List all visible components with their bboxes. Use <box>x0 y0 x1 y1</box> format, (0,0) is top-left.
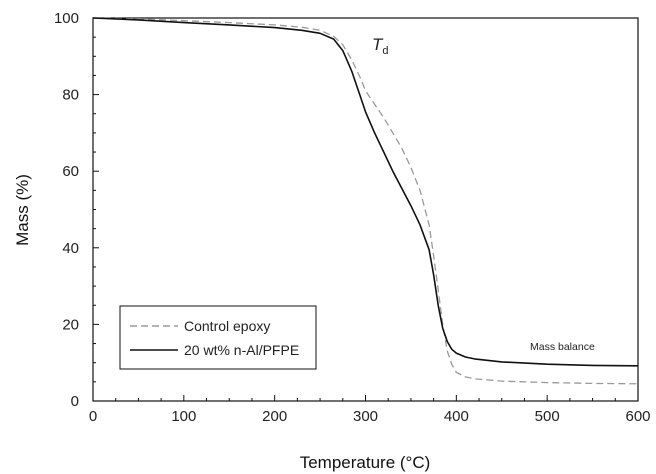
x-tick-label: 200 <box>262 408 287 425</box>
x-tick-label: 500 <box>535 408 560 425</box>
y-tick-label: 100 <box>54 10 79 27</box>
legend-label-n-al-pfpe: 20 wt% n-Al/PFPE <box>184 342 299 358</box>
y-tick-label: 80 <box>62 87 79 104</box>
y-tick-label: 20 <box>62 316 79 333</box>
mass-balance-annotation: Mass balance <box>530 341 595 353</box>
x-tick-label: 100 <box>171 408 196 425</box>
x-tick-label: 600 <box>625 408 650 425</box>
x-tick-label: 0 <box>89 408 97 425</box>
y-tick-label: 60 <box>62 163 79 180</box>
series-line-20-wt-n-al-pfpe <box>92 17 639 367</box>
series-layer <box>92 17 639 385</box>
td-annotation-subscript: d <box>382 45 388 57</box>
y-tick-label: 40 <box>62 240 79 257</box>
y-axis-title: Mass (%) <box>13 174 32 246</box>
y-tick-label: 0 <box>71 393 79 410</box>
x-axis-title: Temperature (°C) <box>300 453 431 472</box>
td-annotation-main: T <box>372 35 384 54</box>
legend-box <box>119 305 317 370</box>
x-tick-label: 300 <box>353 408 378 425</box>
td-annotation: Td <box>372 35 389 57</box>
legend-label-control-epoxy: Control epoxy <box>184 318 270 334</box>
legend: Control epoxy 20 wt% n-Al/PFPE <box>119 305 317 370</box>
x-tick-label: 400 <box>444 408 469 425</box>
ticks-layer: 0 100 200 300 400 500 600 0 20 40 60 80 100 <box>54 10 651 425</box>
series-line-control-epoxy <box>92 17 639 385</box>
